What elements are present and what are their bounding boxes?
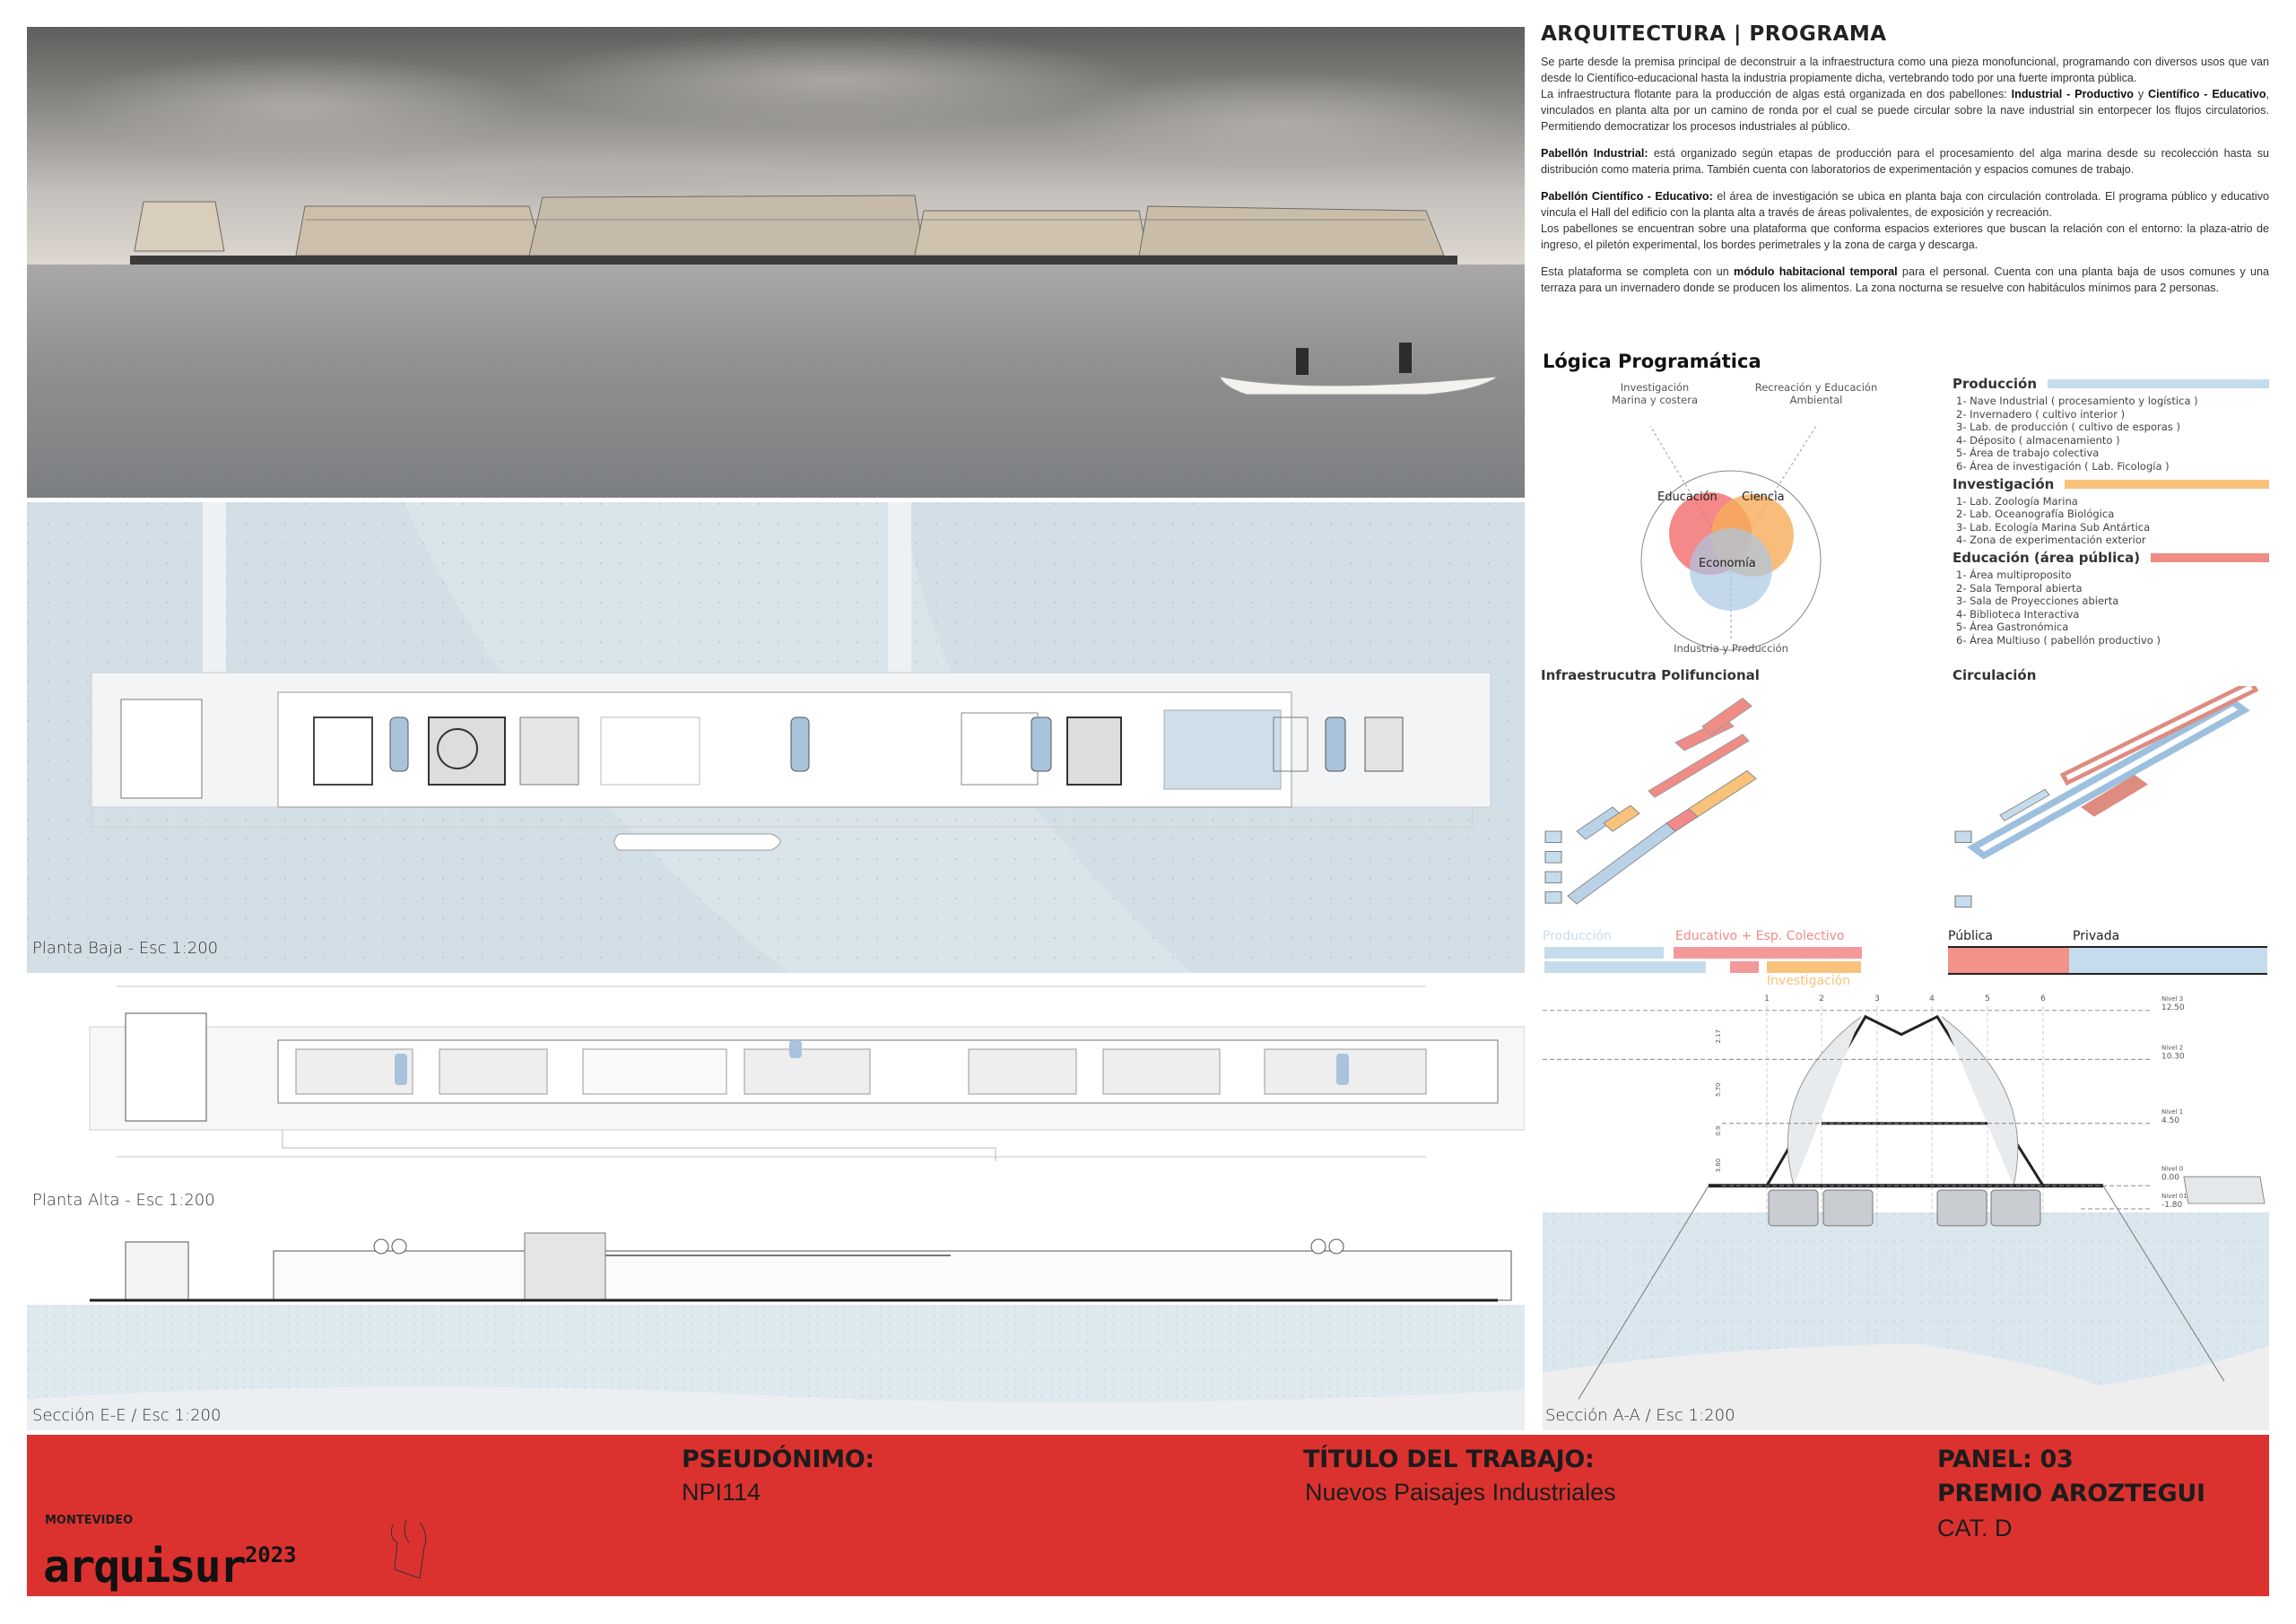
logo-city: MONTEVIDEO xyxy=(45,1514,134,1527)
legend-publica-label: Pública xyxy=(1948,929,1994,943)
legend-privada-label: Privada xyxy=(2073,929,2120,943)
infra-isometric-diagram xyxy=(1544,697,1757,905)
dim-4: 3.60 xyxy=(1715,1159,1722,1172)
panel-number: PANEL: 03 xyxy=(1937,1446,2074,1473)
pseudonimo-value: NPI114 xyxy=(682,1479,761,1506)
level-value-01: -1.80 xyxy=(2161,1201,2183,1210)
color-bar-produccion xyxy=(2048,379,2269,388)
legend-educativo-label: Educativo + Esp. Colectivo xyxy=(1675,929,1845,943)
venn-circle-economia xyxy=(1690,528,1772,611)
dim-2: 5.70 xyxy=(1715,1083,1722,1097)
exterior-render xyxy=(27,27,1525,498)
dim-1: 2.17 xyxy=(1715,1029,1722,1043)
section-e-e-title: Sección E-E / Esc 1:200 xyxy=(32,1406,222,1425)
circ-diagram-title: Circulación xyxy=(1952,667,2037,683)
program-categories: Producción 1- Nave Industrial ( procesam… xyxy=(1952,375,2269,649)
venn-label-economia: Economía xyxy=(1699,557,1756,570)
paragraph-habitacional: Esta plataforma se completa con un módul… xyxy=(1541,265,2269,294)
hand-drawn-sketch-icon xyxy=(390,1519,427,1579)
legend-bar-publica xyxy=(1948,948,2069,973)
categoria-label: CAT. D xyxy=(1937,1515,2013,1541)
category-educacion: Educación (área pública) 1- Área multipr… xyxy=(1952,549,2269,647)
section-a-a-title: Sección A-A / Esc 1:200 xyxy=(1545,1406,1735,1425)
canoe xyxy=(1219,343,1500,395)
upper-floor-plan-title: Planta Alta - Esc 1:200 xyxy=(32,1191,215,1210)
legend-bar-public-private xyxy=(1948,946,2267,975)
venn-label-ciencia: Ciencia xyxy=(1742,491,1785,504)
circulation-isometric-diagram xyxy=(1954,686,2259,908)
section-e-e xyxy=(27,1215,1525,1430)
pseudonimo-label: PSEUDÓNIMO: xyxy=(682,1446,874,1473)
paragraph-cientifico: Pabellón Científico - Educativo: el área… xyxy=(1541,190,2269,251)
upper-floor-plan xyxy=(27,977,1525,1215)
titulo-value: Nuevos Paisajes Industriales xyxy=(1305,1479,1616,1506)
legend-bar-investigacion xyxy=(1767,961,1861,973)
venn-diagram xyxy=(1640,425,1822,651)
level-name-3: Nivel 3 xyxy=(2161,995,2183,1003)
level-value-3: 12.50 xyxy=(2161,1003,2185,1012)
level-name-0: Nivel 0 xyxy=(2161,1165,2183,1172)
level-name-01: Nivel 01 xyxy=(2161,1193,2187,1200)
level-value-0: 0.00 xyxy=(2161,1173,2179,1182)
section-title: ARQUITECTURA | PROGRAMA xyxy=(1541,22,1887,46)
paragraph-industrial: Pabellón Industrial: está organizado seg… xyxy=(1541,147,2269,176)
description-block: ARQUITECTURA | PROGRAMA Se parte desde l… xyxy=(1541,22,2269,307)
color-bar-educacion xyxy=(2151,552,2269,562)
axis-label-2: 2 xyxy=(1819,994,1824,1003)
titulo-label: TÍTULO DEL TRABAJO: xyxy=(1303,1446,1595,1473)
category-produccion: Producción 1- Nave Industrial ( procesam… xyxy=(1952,375,2269,473)
footer-band: MONTEVIDEO arquisur2023 PSEUDÓNIMO: NPI1… xyxy=(27,1435,2269,1596)
axis-label-5: 5 xyxy=(1985,994,1990,1003)
legend-bar-educativo-2 xyxy=(1730,961,1759,973)
venn-label-educacion: Educación xyxy=(1657,491,1718,504)
logica-title: Lógica Programática xyxy=(1543,351,1761,372)
axis-label-4: 4 xyxy=(1929,994,1935,1003)
level-value-2: 10.30 xyxy=(2161,1052,2185,1061)
axis-label-6: 6 xyxy=(2040,994,2046,1003)
ground-floor-plan xyxy=(27,502,1525,973)
axis-label-1: 1 xyxy=(1764,994,1770,1003)
arrow-label-recreacion: Recreación y Educación Ambiental xyxy=(1754,381,1878,406)
level-name-2: Nivel 2 xyxy=(2161,1044,2183,1051)
dim-3: 0.9 xyxy=(1715,1126,1722,1136)
legend-investigacion-label: Investigación xyxy=(1767,974,1851,988)
paragraph-intro: Se parte desde la premisa principal de d… xyxy=(1541,56,2270,133)
arrow-label-industria: Industria y Producción xyxy=(1674,642,1788,655)
section-a-a: 1 2 3 4 5 6 Nivel 312.50 Nivel 210.30 Ni… xyxy=(1543,990,2269,1430)
legend-bar-produccion-1 xyxy=(1544,947,1664,959)
floating-building xyxy=(130,195,1457,265)
level-name-1: Nivel 1 xyxy=(2161,1108,2183,1116)
arquisur-logo: arquisur2023 xyxy=(43,1541,297,1593)
arrow-label-investigacion: Investigación Marina y costera xyxy=(1611,381,1699,406)
legend-bar-educativo-1 xyxy=(1674,947,1862,959)
level-value-1: 4.50 xyxy=(2161,1116,2179,1125)
legend-produccion-label: Producción xyxy=(1543,929,1612,943)
legend-bar-produccion-2 xyxy=(1544,961,1706,973)
ground-floor-plan-title: Planta Baja - Esc 1:200 xyxy=(32,939,219,958)
premio-label: PREMIO AROZTEGUI xyxy=(1937,1480,2205,1507)
category-investigacion: Investigación 1- Lab. Zoología Marina 2- … xyxy=(1952,475,2269,547)
legend-bar-privada xyxy=(2069,948,2267,973)
infra-diagram-title: Infraestrucutra Polifuncional xyxy=(1541,667,1760,683)
axis-label-3: 3 xyxy=(1874,994,1880,1003)
color-bar-investigacion xyxy=(2065,479,2269,489)
